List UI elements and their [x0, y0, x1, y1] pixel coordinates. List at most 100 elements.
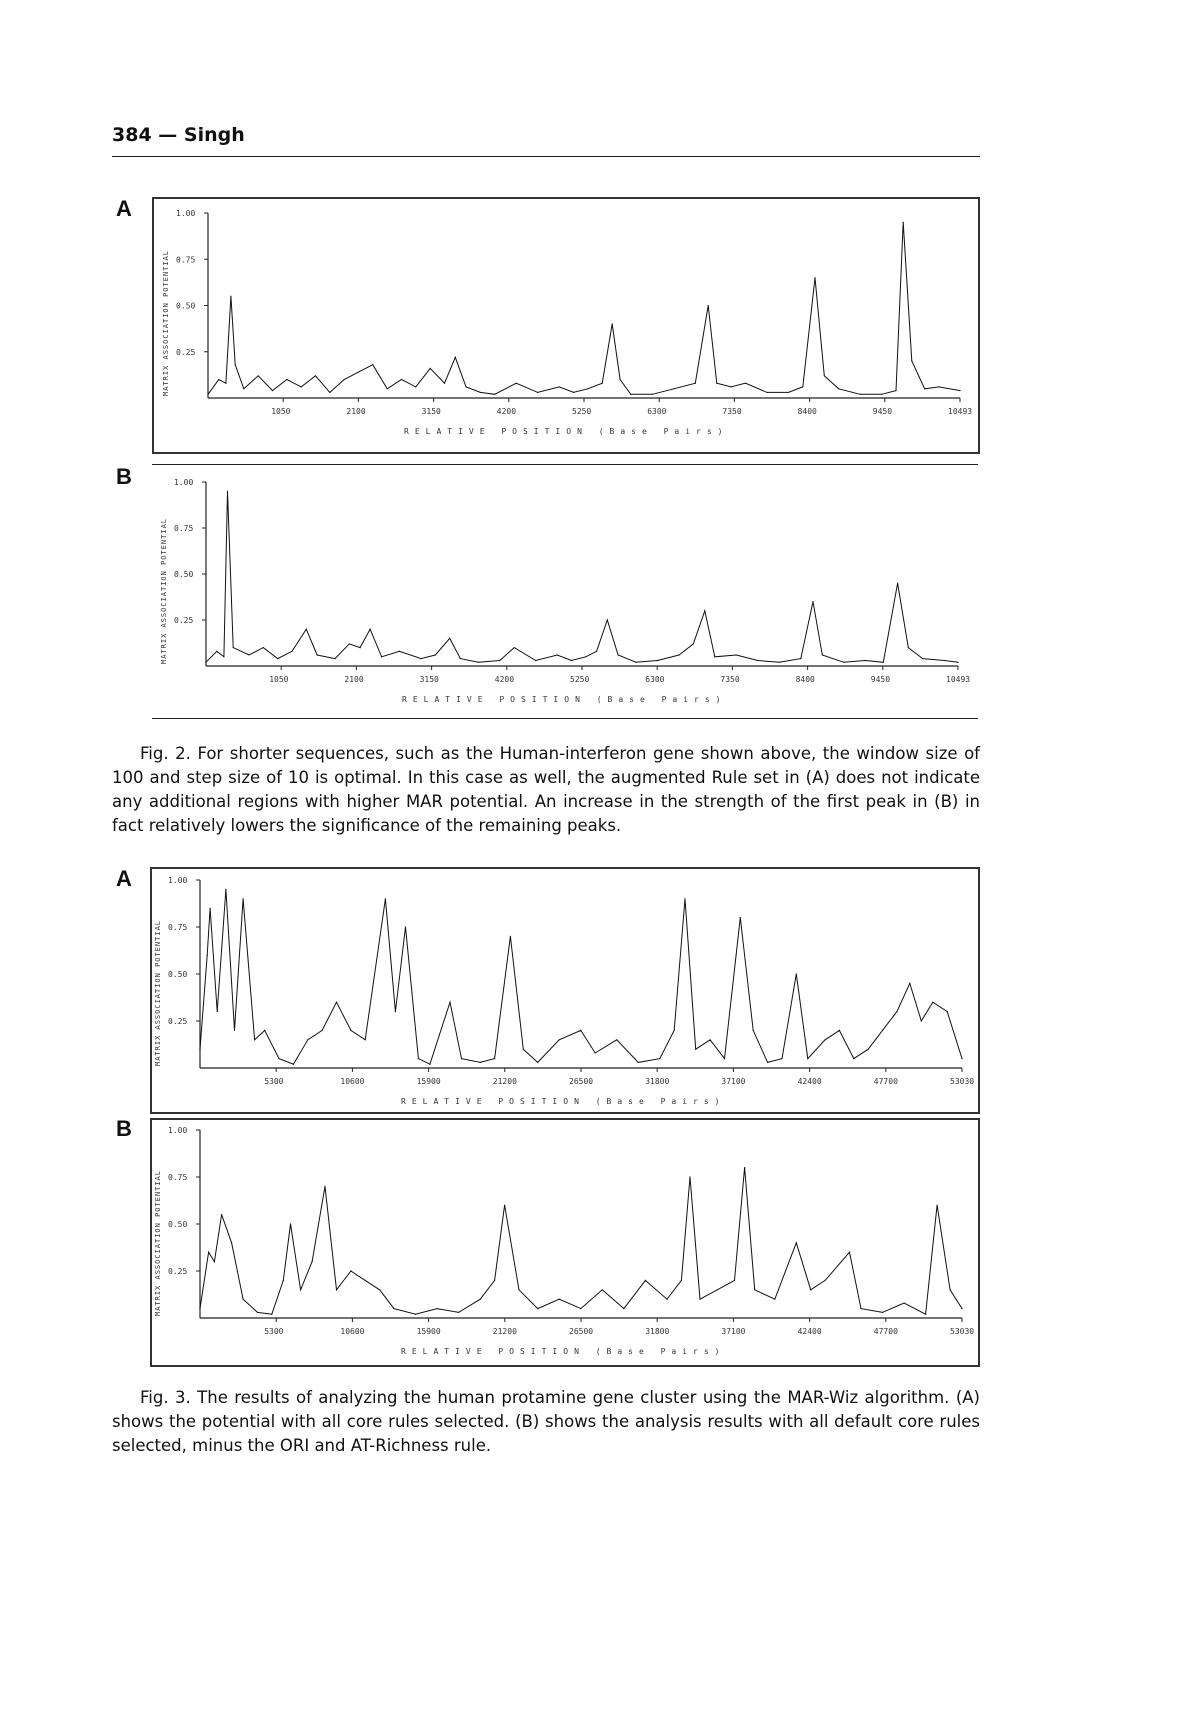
- data-point: [936, 1204, 938, 1206]
- data-point: [678, 654, 680, 656]
- data-point: [814, 277, 816, 279]
- data-point: [666, 1298, 668, 1300]
- data-point: [231, 1242, 233, 1244]
- y-tick-label: 0.50: [168, 970, 187, 979]
- x-tick-label: 9450: [873, 407, 892, 416]
- data-point: [398, 650, 401, 652]
- fig2-b-top-rule: [152, 464, 978, 465]
- data-point: [479, 391, 481, 394]
- data-point: [692, 643, 694, 645]
- data-point: [321, 1029, 323, 1031]
- data-point: [623, 1308, 625, 1310]
- data-point: [515, 382, 517, 384]
- y-tick-label: 0.75: [168, 1173, 187, 1182]
- y-tick-label: 1.00: [168, 1126, 187, 1135]
- data-point: [458, 1311, 460, 1313]
- caption-text: The results of analyzing the human prota…: [112, 1388, 980, 1455]
- x-axis-label: RELATIVE POSITION (Base Pairs): [402, 695, 727, 704]
- data-series-line: [199, 1167, 963, 1315]
- data-point: [572, 391, 575, 394]
- data-point: [864, 659, 866, 662]
- data-point: [223, 656, 225, 658]
- data-point: [580, 1029, 582, 1031]
- data-point: [802, 386, 804, 388]
- data-point: [329, 391, 331, 394]
- data-point: [199, 1048, 201, 1050]
- data-series-line: [207, 222, 961, 395]
- data-point: [400, 378, 403, 381]
- x-tick-label: 31800: [645, 1327, 669, 1336]
- data-point: [558, 386, 560, 388]
- data-point: [369, 628, 371, 630]
- data-point: [357, 371, 360, 373]
- data-point: [903, 1302, 905, 1304]
- data-point: [932, 1001, 934, 1003]
- y-tick-label: 0.75: [176, 255, 195, 264]
- x-tick-label: 10493: [946, 675, 970, 684]
- data-point: [499, 659, 501, 662]
- caption-text: For shorter sequences, such as the Human…: [112, 744, 980, 835]
- x-tick-label: 2100: [344, 675, 363, 684]
- data-point: [902, 221, 904, 223]
- y-axis-label: MATRIX ASSOCIATION POTENTIAL: [154, 920, 162, 1066]
- x-tick-label: 42400: [798, 1077, 822, 1086]
- x-tick-label: 53030: [950, 1077, 974, 1086]
- x-axis-label: RELATIVE POSITION (Base Pairs): [401, 1347, 726, 1356]
- chart-fig2-b: 0.25 0.50 0.75 1.00 1050 2100 3150 4200 5250 6300…: [160, 478, 970, 704]
- data-point: [635, 661, 637, 663]
- data-point: [207, 393, 209, 395]
- x-tick-label: 10493: [948, 407, 972, 416]
- data-point: [350, 1270, 352, 1272]
- data-point: [415, 386, 417, 388]
- data-point: [386, 388, 388, 390]
- data-point: [812, 601, 814, 603]
- data-point: [920, 1020, 922, 1022]
- x-tick-label: 37100: [721, 1327, 745, 1336]
- data-point: [300, 386, 302, 388]
- data-point: [735, 654, 737, 656]
- data-point: [570, 659, 573, 662]
- data-point: [314, 375, 317, 377]
- data-point: [364, 1279, 366, 1281]
- data-point: [477, 661, 479, 663]
- chart-fig3-b: 0.25 0.50 0.75 1.00 5300 10600 15900 21200 26500…: [154, 1126, 974, 1356]
- data-point: [359, 647, 361, 649]
- data-point: [699, 1298, 701, 1300]
- data-point: [585, 656, 587, 658]
- x-tick-label: 7350: [720, 675, 739, 684]
- caption-label: Fig. 2.: [140, 744, 191, 763]
- data-point: [617, 654, 619, 656]
- data-point: [324, 1185, 326, 1187]
- data-point: [853, 1058, 855, 1060]
- data-point: [493, 1279, 496, 1281]
- x-tick-label: 4200: [497, 407, 516, 416]
- data-point: [619, 378, 621, 381]
- y-tick-label: 0.75: [168, 923, 187, 932]
- y-axis-label: MATRIX ASSOCIATION POTENTIAL: [154, 1170, 162, 1316]
- data-point: [733, 1279, 736, 1281]
- x-tick-label: 15900: [417, 1077, 441, 1086]
- data-point: [305, 628, 307, 630]
- data-point: [248, 654, 250, 656]
- data-point: [429, 367, 431, 369]
- y-tick-label: 0.50: [176, 302, 195, 311]
- data-point: [651, 393, 653, 395]
- data-point: [292, 1063, 294, 1065]
- data-point: [343, 378, 345, 381]
- x-tick-label: 1050: [271, 407, 290, 416]
- data-point: [707, 304, 709, 307]
- x-tick-label: 5250: [572, 407, 591, 416]
- data-point: [372, 364, 374, 366]
- data-point: [454, 356, 456, 358]
- data-point: [414, 1313, 417, 1315]
- data-point: [807, 1058, 809, 1060]
- data-point: [465, 386, 467, 388]
- x-tick-label: 9450: [871, 675, 890, 684]
- x-tick-label: 5300: [264, 1077, 283, 1086]
- x-tick-label: 26500: [569, 1327, 593, 1336]
- data-point: [535, 659, 537, 662]
- data-point: [434, 654, 436, 656]
- chart-fig3-a: 0.25 0.50 0.75 1.00 5300 10600 15900 21200 26500…: [154, 876, 974, 1106]
- data-point: [882, 661, 884, 663]
